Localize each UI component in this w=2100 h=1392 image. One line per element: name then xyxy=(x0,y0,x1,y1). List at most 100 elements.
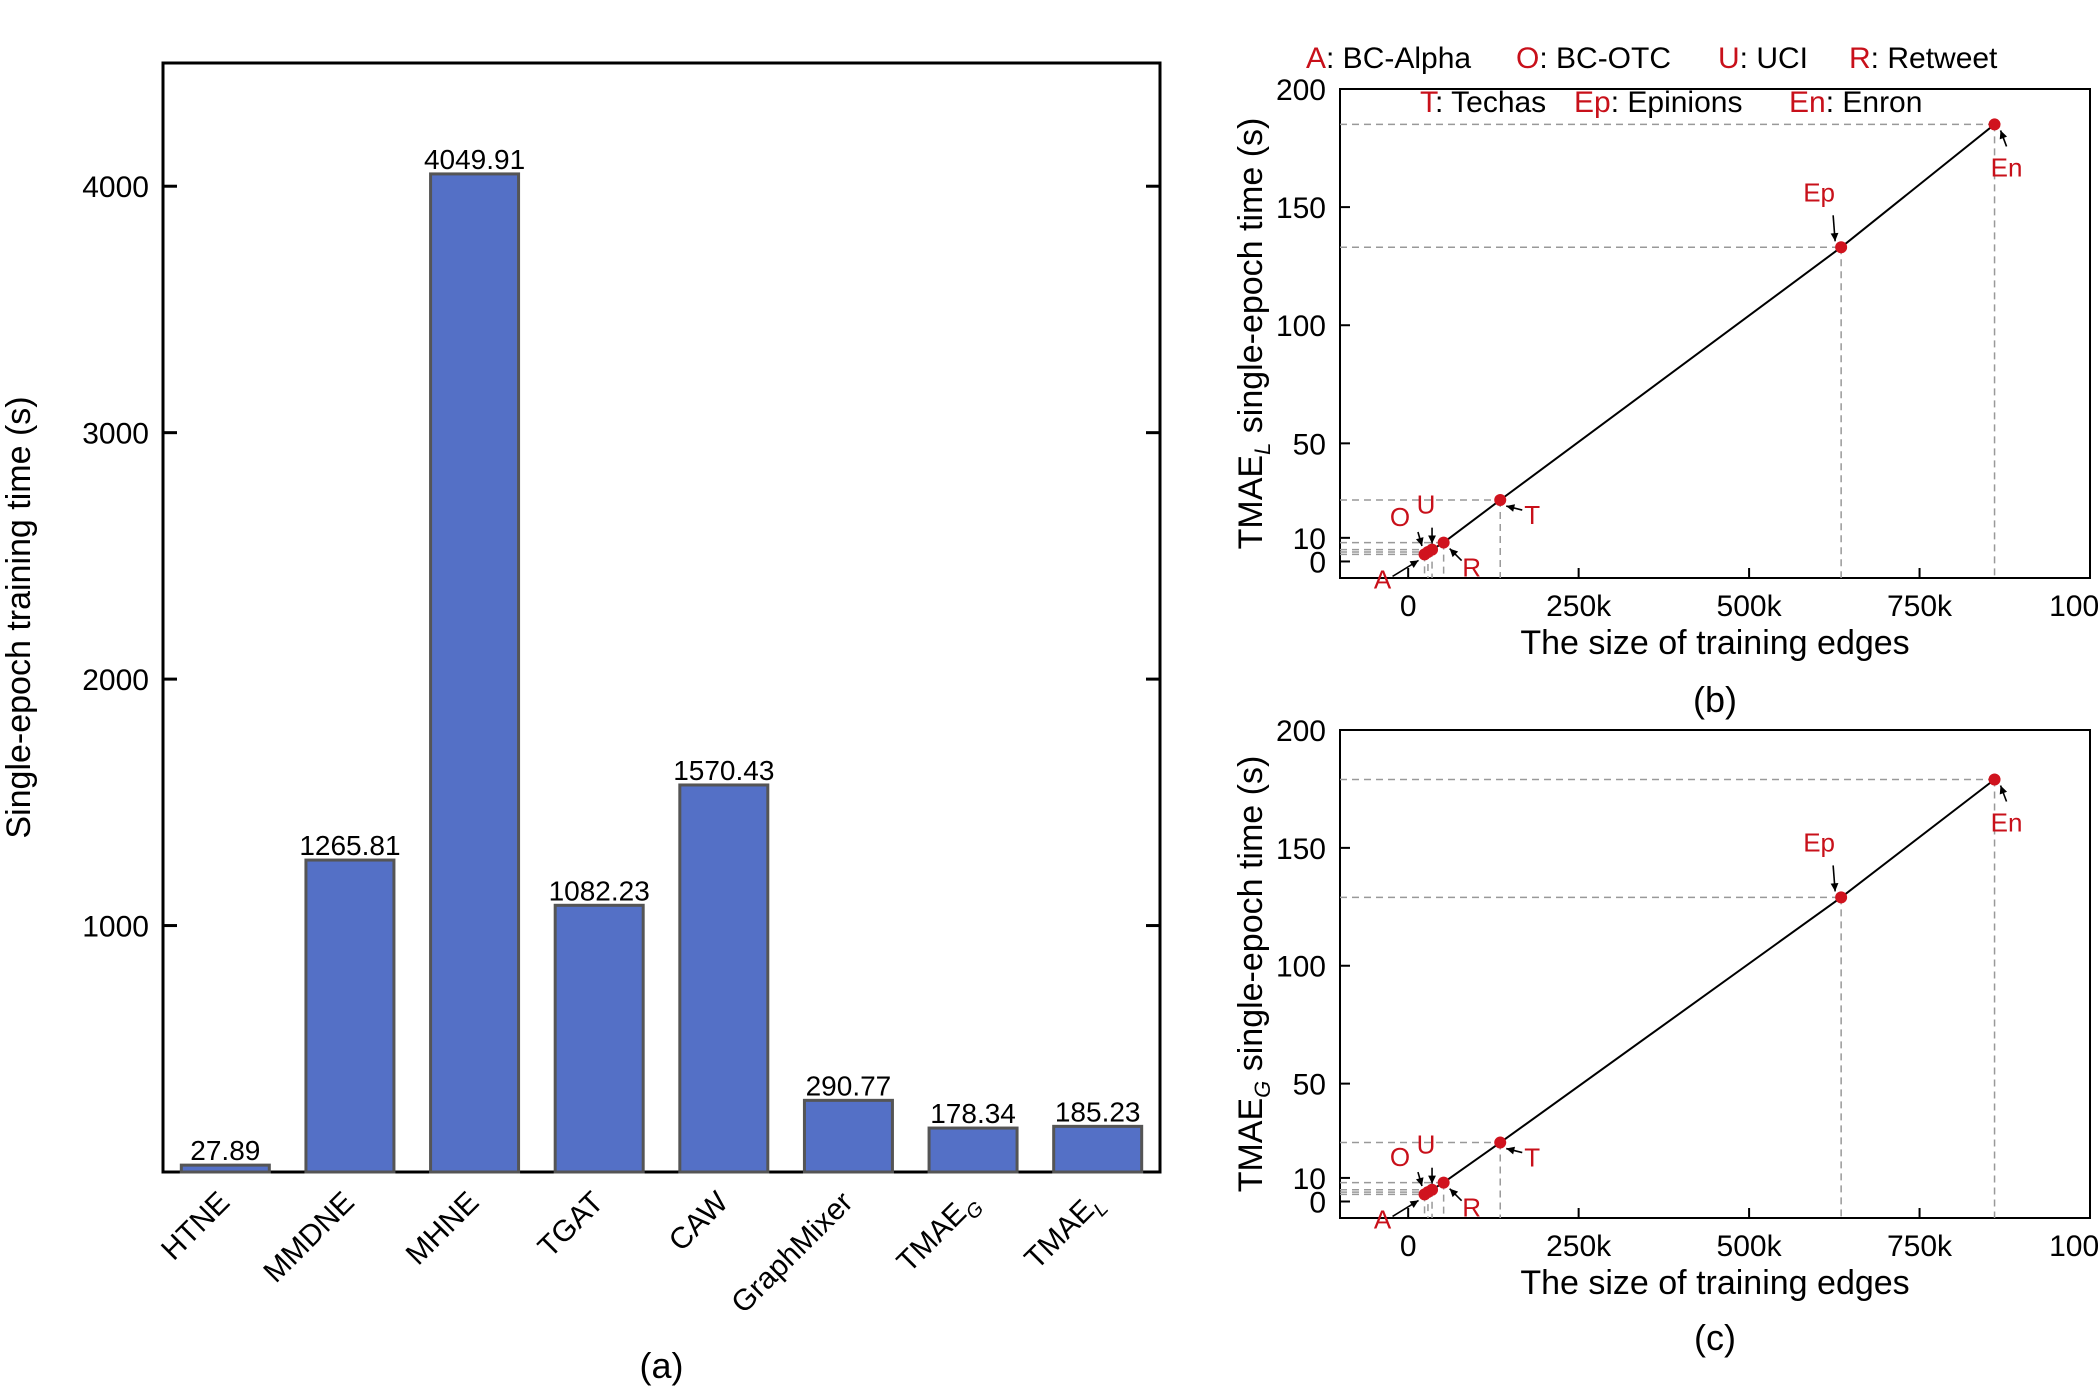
annotation-arrowhead xyxy=(1428,535,1436,544)
legend-name: : UCI xyxy=(1740,42,1808,75)
legend-key: O xyxy=(1516,42,1539,75)
x-axis-label: The size of training edges xyxy=(1520,624,1909,662)
legend-name: : BC-OTC xyxy=(1539,42,1671,75)
legend-key: R xyxy=(1849,42,1871,75)
y-tick-label: 10 xyxy=(1293,523,1326,556)
legend-entry: T: Techas xyxy=(1420,86,1546,119)
x-tick-label: 0 xyxy=(1400,1230,1417,1263)
annotation-arrowhead xyxy=(1449,1188,1459,1198)
annotation-arrowhead xyxy=(1506,1146,1516,1155)
annotation-arrowhead xyxy=(1415,1177,1424,1187)
y-tick-label: 100 xyxy=(1276,951,1326,984)
bar-chart-a: 1000 2000 3000 4000 27.89 HTNE 1265.81 MMDNE 404… xyxy=(0,61,1162,1386)
x-category-label: CAW xyxy=(663,1185,736,1258)
point-label: U xyxy=(1417,490,1436,520)
bar-value-label: 290.77 xyxy=(806,1070,892,1101)
y-tick-label: 0 xyxy=(1309,546,1326,579)
y-tick-label: 150 xyxy=(1276,192,1326,225)
bar xyxy=(553,903,645,1174)
legend-name: : Enron xyxy=(1826,86,1923,119)
y-tick-label: 200 xyxy=(1276,74,1326,107)
bar-value-label: 178.34 xyxy=(930,1098,1016,1129)
x-category-label: GraphMixer xyxy=(725,1186,859,1320)
y-tick-label: 10 xyxy=(1293,1163,1326,1196)
legend-key: T xyxy=(1420,86,1438,119)
scatter-chart-c: 0250k500k750k1000k01050100150200AOURTEpE… xyxy=(1232,715,2100,1358)
point-label: R xyxy=(1462,1193,1481,1223)
legend-name: : Retweet xyxy=(1871,42,1998,75)
y-axis-label-a: Single-epoch training time (s) xyxy=(0,396,38,838)
point-label: Ep xyxy=(1803,177,1835,207)
y-axis-label-prefix: TMAE xyxy=(1232,1098,1270,1192)
point-label: A xyxy=(1374,564,1392,594)
data-point xyxy=(1437,1176,1450,1189)
y-axis-label-suffix: single-epoch time (s) xyxy=(1232,756,1270,1081)
bar xyxy=(1052,1124,1144,1174)
caption-a: (a) xyxy=(640,1345,684,1386)
bar xyxy=(802,1098,894,1174)
y-tick-label-a: 4000 xyxy=(82,171,149,204)
plot-frame xyxy=(1339,729,2091,1219)
legend-entry: U: UCI xyxy=(1718,42,1808,75)
legend-name: : BC-Alpha xyxy=(1326,42,1471,75)
legend: A: BC-Alpha O: BC-OTC U: UCI R: Retweet T: T… xyxy=(1306,42,1998,119)
legend-entry: En: Enron xyxy=(1789,86,1922,119)
x-tick-label: 750k xyxy=(1887,1230,1953,1263)
point-label: Ep xyxy=(1803,827,1835,857)
x-category-label: MMDNE xyxy=(257,1186,360,1289)
legend-key: Ep xyxy=(1574,86,1611,119)
x-tick-label: 250k xyxy=(1546,590,1612,623)
y-axis-label-prefix: TMAE xyxy=(1232,455,1270,549)
category-base: HTNE xyxy=(155,1186,236,1267)
data-point xyxy=(1988,773,2001,786)
category-base: GraphMixer xyxy=(725,1186,859,1320)
data-point xyxy=(1426,1183,1439,1196)
x-category-label: MHNE xyxy=(400,1186,486,1272)
bar-value-label: 1082.23 xyxy=(549,875,650,906)
y-tick-label: 0 xyxy=(1309,1186,1326,1219)
data-point xyxy=(1988,118,2001,131)
x-tick-label: 1000k xyxy=(2049,590,2100,623)
bar-value-label: 185.23 xyxy=(1055,1096,1141,1127)
y-axis-label-suffix: single-epoch time (s) xyxy=(1232,118,1270,443)
trend-line xyxy=(1423,778,1996,1196)
data-point xyxy=(1494,1136,1507,1149)
bar-value-label: 4049.91 xyxy=(424,144,525,175)
y-tick-label: 100 xyxy=(1276,310,1326,343)
bar xyxy=(678,783,770,1174)
annotation-arrowhead xyxy=(1999,785,2008,795)
legend-key: A xyxy=(1306,42,1326,75)
data-point xyxy=(1835,891,1848,904)
plot-frame xyxy=(1339,88,2091,579)
y-tick-label-a: 1000 xyxy=(82,911,149,944)
bar-value-label: 27.89 xyxy=(190,1135,260,1166)
y-axis-label: TMAEG single-epoch time (s) xyxy=(1232,756,1275,1193)
x-tick-label: 1000k xyxy=(2049,1230,2100,1263)
data-point xyxy=(1835,241,1848,254)
x-tick-label: 750k xyxy=(1887,590,1953,623)
category-base: MHNE xyxy=(400,1186,486,1272)
point-label: O xyxy=(1390,1142,1410,1172)
bar-value-label: 1265.81 xyxy=(299,830,400,861)
y-axis-label-subscript: L xyxy=(1250,443,1275,455)
x-tick-label: 0 xyxy=(1400,590,1417,623)
x-tick-label: 500k xyxy=(1717,1230,1783,1263)
data-point xyxy=(1494,494,1507,507)
y-tick-label: 50 xyxy=(1293,428,1326,461)
scatter-chart-b: 0250k500k750k1000k01050100150200AOURTEpE… xyxy=(1232,74,2100,720)
annotation-arrowhead xyxy=(1409,1200,1419,1209)
y-tick-label-a: 3000 xyxy=(82,418,149,451)
point-label: En xyxy=(1991,808,2023,838)
legend-entry: Ep: Epinions xyxy=(1574,86,1742,119)
x-category-label: TMAEG xyxy=(891,1186,989,1284)
annotation-arrowhead xyxy=(1409,560,1419,568)
bar xyxy=(179,1163,271,1174)
point-label: R xyxy=(1462,553,1481,583)
x-tick-label: 250k xyxy=(1546,1230,1612,1263)
legend-key: En xyxy=(1789,86,1826,119)
annotation-arrowhead xyxy=(1999,130,2008,140)
data-point xyxy=(1437,536,1450,549)
trend-line xyxy=(1423,123,1996,556)
point-label: O xyxy=(1390,502,1410,532)
x-category-label: TMAEL xyxy=(1019,1186,1113,1280)
